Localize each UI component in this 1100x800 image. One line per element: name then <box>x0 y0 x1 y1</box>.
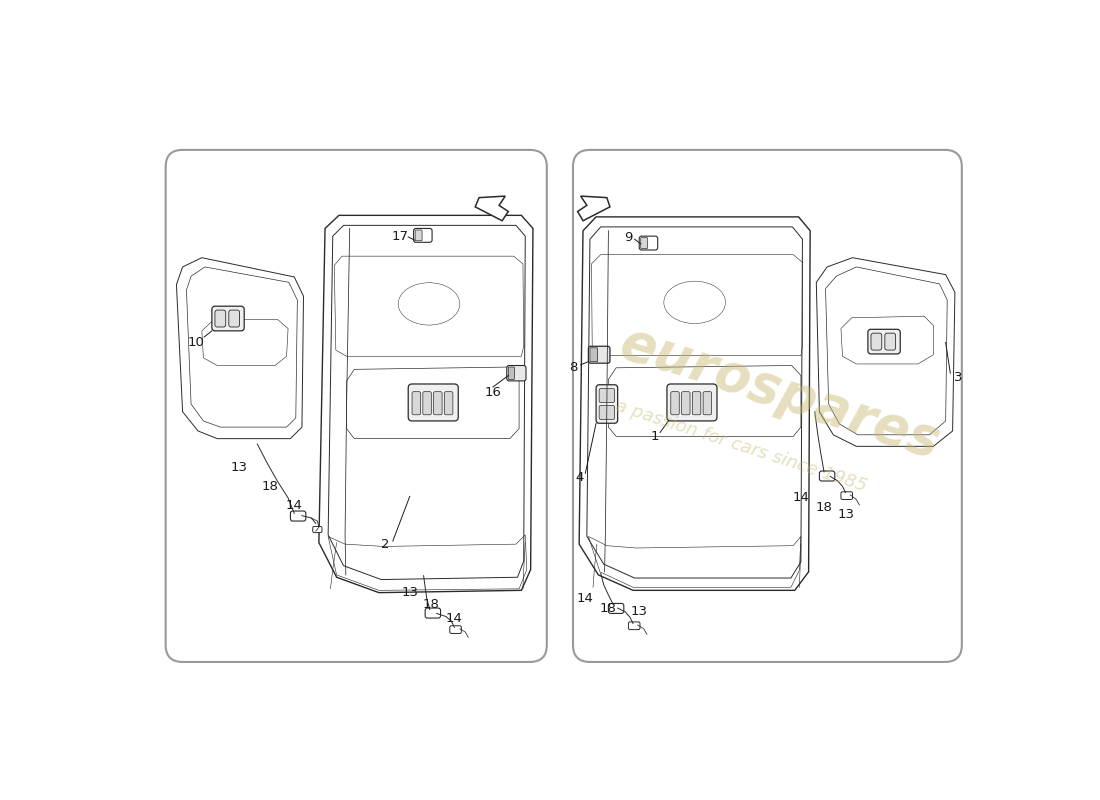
Text: 18: 18 <box>815 502 833 514</box>
Text: 16: 16 <box>484 386 502 399</box>
FancyBboxPatch shape <box>573 150 961 662</box>
FancyBboxPatch shape <box>414 229 432 242</box>
FancyBboxPatch shape <box>884 333 895 350</box>
FancyBboxPatch shape <box>415 230 422 241</box>
FancyBboxPatch shape <box>450 626 461 634</box>
Text: a passion for cars since 1985: a passion for cars since 1985 <box>613 397 869 496</box>
FancyBboxPatch shape <box>444 392 453 414</box>
FancyBboxPatch shape <box>671 392 680 414</box>
Text: 13: 13 <box>837 508 854 522</box>
FancyBboxPatch shape <box>842 492 852 499</box>
FancyBboxPatch shape <box>425 608 440 618</box>
FancyBboxPatch shape <box>600 406 615 419</box>
FancyBboxPatch shape <box>412 392 420 414</box>
Text: 14: 14 <box>576 591 594 605</box>
FancyBboxPatch shape <box>508 367 515 379</box>
FancyBboxPatch shape <box>166 150 547 662</box>
FancyBboxPatch shape <box>600 389 615 402</box>
Text: 8: 8 <box>569 361 578 374</box>
FancyBboxPatch shape <box>290 511 306 521</box>
FancyBboxPatch shape <box>639 236 658 250</box>
Text: 17: 17 <box>392 230 409 242</box>
FancyBboxPatch shape <box>588 346 609 363</box>
Text: 13: 13 <box>402 586 418 599</box>
Text: 3: 3 <box>954 370 962 383</box>
Text: 13: 13 <box>230 461 248 474</box>
Text: 18: 18 <box>422 598 440 610</box>
FancyBboxPatch shape <box>682 392 690 414</box>
Text: 2: 2 <box>381 538 389 550</box>
Text: 1: 1 <box>650 430 659 443</box>
Text: 10: 10 <box>188 336 205 349</box>
FancyBboxPatch shape <box>433 392 442 414</box>
FancyBboxPatch shape <box>640 238 648 249</box>
FancyBboxPatch shape <box>596 385 618 423</box>
FancyBboxPatch shape <box>590 348 597 362</box>
FancyBboxPatch shape <box>408 384 459 421</box>
FancyBboxPatch shape <box>608 603 624 614</box>
Text: 14: 14 <box>446 611 463 625</box>
Text: 18: 18 <box>600 602 617 614</box>
FancyBboxPatch shape <box>871 333 882 350</box>
Text: 13: 13 <box>630 606 648 618</box>
FancyBboxPatch shape <box>422 392 431 414</box>
FancyBboxPatch shape <box>628 622 640 630</box>
Text: 9: 9 <box>624 231 632 244</box>
Polygon shape <box>578 196 609 221</box>
FancyBboxPatch shape <box>692 392 701 414</box>
Text: eurospares: eurospares <box>613 316 946 469</box>
FancyBboxPatch shape <box>312 526 322 533</box>
Text: 4: 4 <box>575 470 583 484</box>
FancyBboxPatch shape <box>868 330 900 354</box>
FancyBboxPatch shape <box>703 392 712 414</box>
Polygon shape <box>475 196 508 221</box>
FancyBboxPatch shape <box>820 471 835 481</box>
FancyBboxPatch shape <box>507 366 526 381</box>
Text: 14: 14 <box>792 491 810 505</box>
FancyBboxPatch shape <box>212 306 244 331</box>
Text: 14: 14 <box>286 499 302 512</box>
FancyBboxPatch shape <box>667 384 717 421</box>
Text: 18: 18 <box>261 480 278 493</box>
FancyBboxPatch shape <box>214 310 225 327</box>
FancyBboxPatch shape <box>229 310 240 327</box>
